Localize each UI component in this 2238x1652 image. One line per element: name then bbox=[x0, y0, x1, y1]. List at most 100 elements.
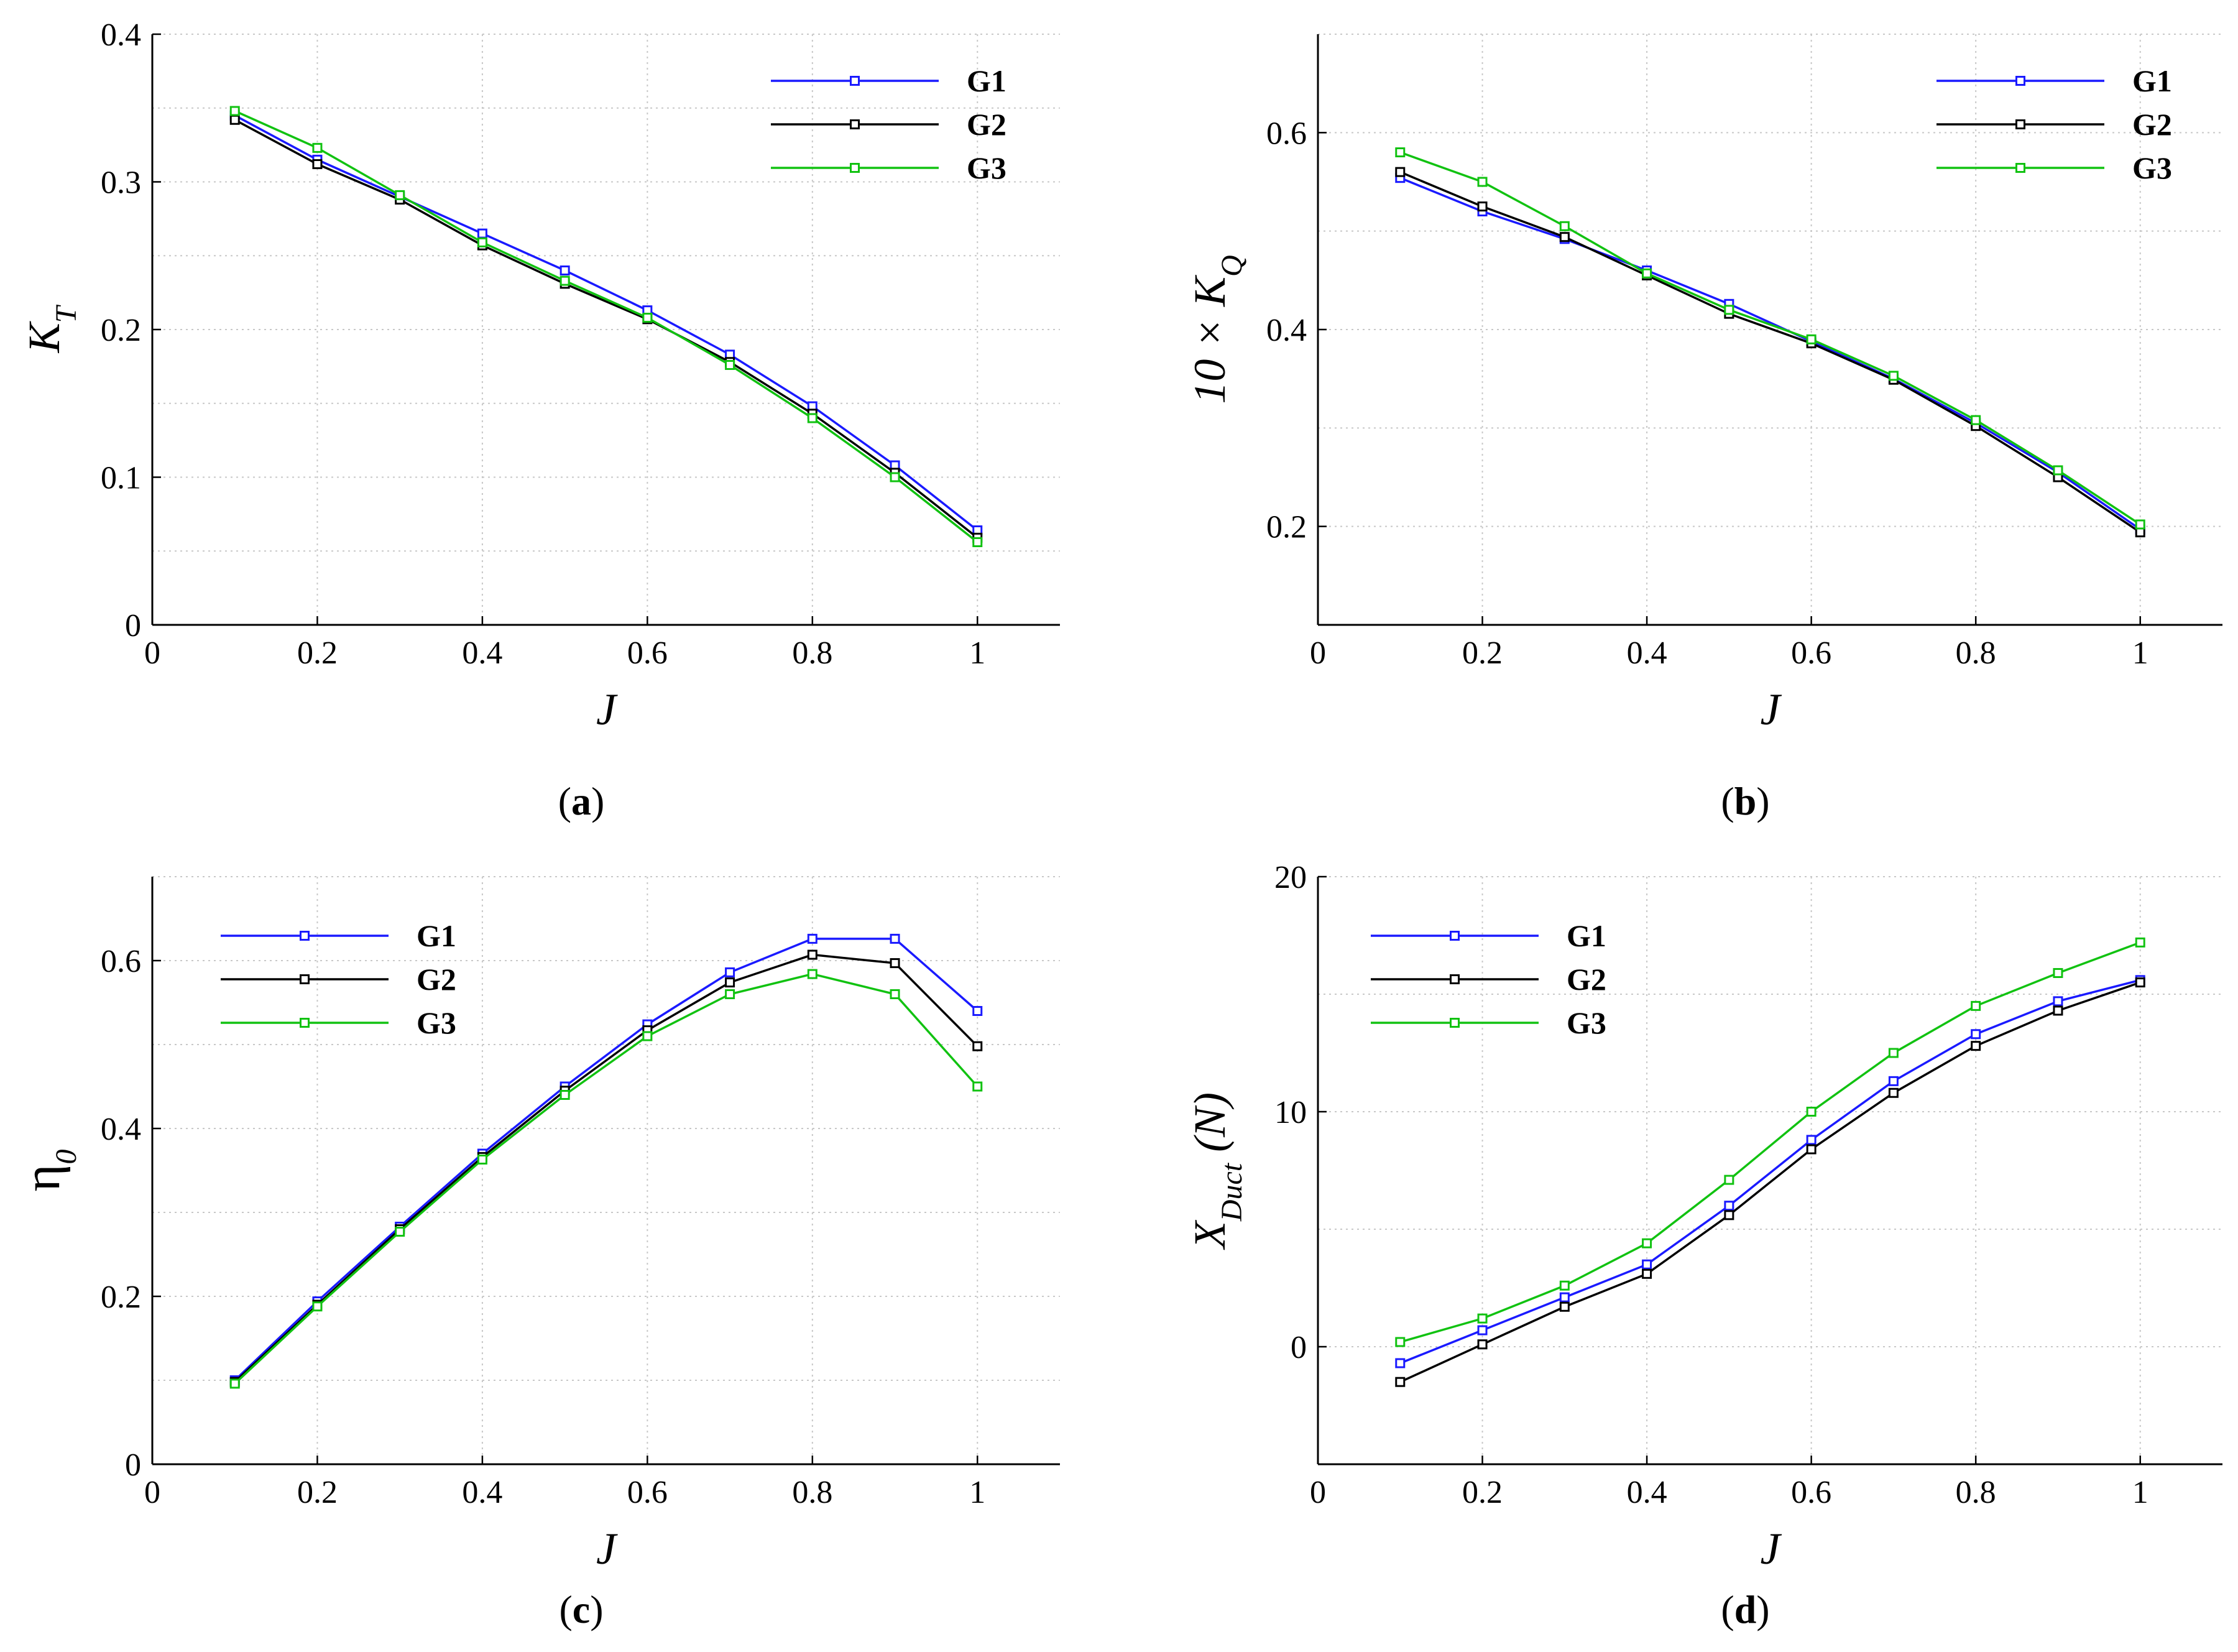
data-point-G1 bbox=[1971, 1029, 1981, 1040]
y-tick-label: 0.2 bbox=[101, 313, 141, 348]
legend-marker-G1 bbox=[1450, 931, 1460, 941]
data-point-G3 bbox=[642, 313, 653, 323]
x-tick-label: 0.8 bbox=[792, 1475, 832, 1510]
legend-marker-G2 bbox=[2015, 119, 2025, 129]
y-tick-label: 0.6 bbox=[1266, 116, 1307, 151]
data-point-G1 bbox=[1642, 1259, 1652, 1270]
legend-marker-G3 bbox=[300, 1018, 310, 1028]
data-point-G3 bbox=[1806, 334, 1817, 344]
data-point-G3 bbox=[1642, 1238, 1652, 1248]
legend: G1 G2 G3 bbox=[221, 918, 456, 1040]
data-point-G3 bbox=[1477, 1313, 1488, 1324]
data-point-G3 bbox=[1559, 1280, 1570, 1291]
legend-label-G2: G2 bbox=[1567, 962, 1606, 997]
data-point-G3 bbox=[1395, 147, 1406, 157]
legend-label-G2: G2 bbox=[2132, 107, 2172, 142]
data-point-G2 bbox=[1724, 1210, 1734, 1221]
data-point-G3 bbox=[477, 237, 487, 247]
x-tick-label: 0.4 bbox=[1627, 635, 1667, 671]
data-point-G3 bbox=[1642, 268, 1652, 279]
series-line-G1 bbox=[234, 938, 979, 1382]
data-point-G3 bbox=[1395, 1337, 1406, 1347]
y-tick-label: 0.2 bbox=[1266, 510, 1307, 545]
data-point-G3 bbox=[560, 275, 570, 286]
data-point-G1 bbox=[1724, 1201, 1734, 1211]
series-line-G3 bbox=[234, 109, 979, 543]
data-point-G2 bbox=[1806, 1144, 1817, 1155]
legend-label-G3: G3 bbox=[1567, 1005, 1606, 1040]
grid bbox=[152, 876, 1060, 1464]
y-tick-label: 0.2 bbox=[101, 1280, 141, 1315]
series-G1 bbox=[229, 933, 983, 1385]
y-tick-label: 0.4 bbox=[101, 1112, 141, 1147]
data-point-G3 bbox=[1971, 1000, 1981, 1011]
series-line-G3 bbox=[1399, 151, 2141, 525]
data-point-G2 bbox=[229, 114, 240, 125]
data-point-G3 bbox=[560, 1090, 570, 1100]
data-point-G1 bbox=[2053, 996, 2063, 1007]
legend-marker-G3 bbox=[850, 163, 860, 173]
legend: G1 G2 G3 bbox=[1936, 63, 2172, 185]
series-G3 bbox=[229, 106, 983, 547]
x-tick-label: 0.6 bbox=[627, 635, 668, 671]
legend-marker-G2 bbox=[300, 974, 310, 984]
data-point-G3 bbox=[229, 1378, 240, 1389]
grid bbox=[152, 34, 1060, 625]
data-point-G2 bbox=[890, 958, 900, 969]
data-point-G3 bbox=[1724, 1174, 1734, 1185]
legend-marker-G1 bbox=[300, 931, 310, 941]
y-tick-label: 0.1 bbox=[101, 461, 141, 496]
series-line-G2 bbox=[1399, 981, 2141, 1383]
series-line-G1 bbox=[1399, 979, 2141, 1365]
panel-a: 0 0.2 0.4 0.6 0.8 1 0 0.1 0.2 0.3 0.4 J KT G1 G2 G3 (a) bbox=[19, 17, 1060, 823]
data-point-G2 bbox=[1477, 201, 1488, 212]
data-point-G2 bbox=[1642, 1268, 1652, 1279]
x-tick-label: 1 bbox=[2132, 635, 2148, 671]
x-tick-label: 1 bbox=[969, 1475, 985, 1510]
x-tick-label: 0.8 bbox=[1956, 1475, 1996, 1510]
series-G2 bbox=[229, 949, 983, 1387]
legend-marker-G1 bbox=[2015, 76, 2025, 86]
series-line-G2 bbox=[234, 119, 979, 539]
series-G1 bbox=[1395, 975, 2145, 1368]
legend-label-G1: G1 bbox=[1567, 918, 1606, 953]
data-point-G1 bbox=[560, 265, 570, 275]
x-axis-label: J bbox=[1761, 685, 1782, 734]
data-point-G3 bbox=[395, 190, 405, 200]
data-point-G3 bbox=[725, 989, 735, 999]
data-point-G2 bbox=[807, 949, 817, 960]
x-tick-label: 0.4 bbox=[462, 635, 502, 671]
legend-label-G3: G3 bbox=[417, 1005, 456, 1040]
x-tick-label: 0.6 bbox=[627, 1475, 668, 1510]
y-tick-label: 0 bbox=[125, 608, 141, 644]
legend-marker-G3 bbox=[1450, 1018, 1460, 1028]
x-tick-label: 0.8 bbox=[1956, 635, 1996, 671]
data-point-G2 bbox=[312, 159, 323, 169]
data-point-G3 bbox=[395, 1227, 405, 1237]
data-point-G3 bbox=[229, 106, 240, 116]
x-tick-label: 0 bbox=[144, 635, 160, 671]
y-tick-label: 0.4 bbox=[101, 17, 141, 53]
data-point-G1 bbox=[725, 967, 735, 977]
series-line-G2 bbox=[234, 953, 979, 1383]
y-axis-label: KT bbox=[19, 304, 83, 353]
y-axis-label: η0 bbox=[13, 1150, 83, 1192]
data-point-G2 bbox=[1395, 1377, 1406, 1387]
series-G3 bbox=[229, 969, 983, 1389]
data-point-G3 bbox=[972, 537, 983, 547]
legend-label-G1: G1 bbox=[967, 63, 1006, 98]
series-G2 bbox=[1395, 167, 2145, 538]
series-G1 bbox=[1395, 173, 2145, 535]
data-point-G1 bbox=[1477, 1325, 1488, 1336]
series-line-G2 bbox=[1399, 171, 2141, 533]
legend-label-G3: G3 bbox=[967, 150, 1006, 185]
x-tick-label: 0.2 bbox=[297, 635, 338, 671]
data-point-G3 bbox=[1559, 221, 1570, 231]
y-axis-label: 10 × KQ bbox=[1185, 255, 1248, 404]
y-tick-label: 20 bbox=[1274, 860, 1307, 895]
series-line-G3 bbox=[234, 972, 979, 1385]
data-point-G1 bbox=[1806, 1135, 1817, 1145]
data-point-G3 bbox=[1806, 1107, 1817, 1117]
data-point-G3 bbox=[312, 142, 323, 153]
